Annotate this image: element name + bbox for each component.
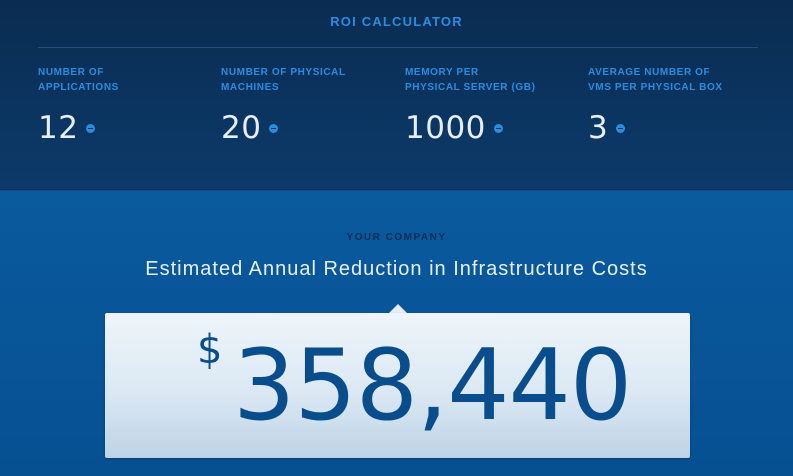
calculator-inputs-panel: ROI CALCULATOR NUMBER OF APPLICATIONS 12…	[0, 0, 793, 190]
field-vms-per-box: AVERAGE NUMBER OF VMS PER PHYSICAL BOX 3	[588, 65, 758, 145]
field-physical-machines: NUMBER OF PHYSICAL MACHINES 20	[221, 65, 391, 145]
field-value-row: 3	[588, 111, 758, 145]
decrement-icon[interactable]	[269, 124, 279, 133]
result-box: $ 358,440	[105, 313, 690, 458]
field-label-line: NUMBER OF	[38, 67, 104, 78]
field-label-line: AVERAGE NUMBER OF	[588, 67, 711, 78]
field-label-line: MACHINES	[221, 82, 280, 93]
field-label: NUMBER OF APPLICATIONS	[38, 65, 208, 97]
field-memory-per-server: MEMORY PER PHYSICAL SERVER (GB) 1000	[405, 65, 575, 145]
field-label-line: VMS PER PHYSICAL BOX	[588, 82, 723, 93]
vms-value[interactable]: 3	[588, 110, 609, 146]
applications-value[interactable]: 12	[38, 110, 79, 146]
field-value-row: 20	[221, 111, 391, 145]
physical-machines-value[interactable]: 20	[221, 110, 262, 146]
field-label-line: APPLICATIONS	[38, 82, 119, 93]
field-value-row: 12	[38, 111, 208, 145]
field-label: AVERAGE NUMBER OF VMS PER PHYSICAL BOX	[588, 65, 758, 97]
field-label-line: MEMORY PER	[405, 67, 479, 78]
field-value-row: 1000	[405, 111, 575, 145]
field-label: NUMBER OF PHYSICAL MACHINES	[221, 65, 391, 97]
decrement-icon[interactable]	[493, 124, 503, 133]
result-headline: Estimated Annual Reduction in Infrastruc…	[145, 258, 648, 280]
field-label: MEMORY PER PHYSICAL SERVER (GB)	[405, 65, 575, 97]
field-label-line: PHYSICAL SERVER (GB)	[405, 82, 536, 93]
pointer-arrow-icon	[389, 304, 407, 313]
company-label: YOUR COMPANY	[346, 232, 447, 243]
savings-amount: 358,440	[233, 329, 632, 443]
divider	[38, 47, 758, 48]
memory-value[interactable]: 1000	[405, 110, 486, 146]
decrement-icon[interactable]	[616, 124, 626, 133]
field-label-line: NUMBER OF PHYSICAL	[221, 67, 346, 78]
currency-symbol: $	[197, 327, 223, 373]
field-applications: NUMBER OF APPLICATIONS 12	[38, 65, 208, 145]
panel-title: ROI CALCULATOR	[330, 14, 463, 29]
decrement-icon[interactable]	[86, 124, 96, 133]
